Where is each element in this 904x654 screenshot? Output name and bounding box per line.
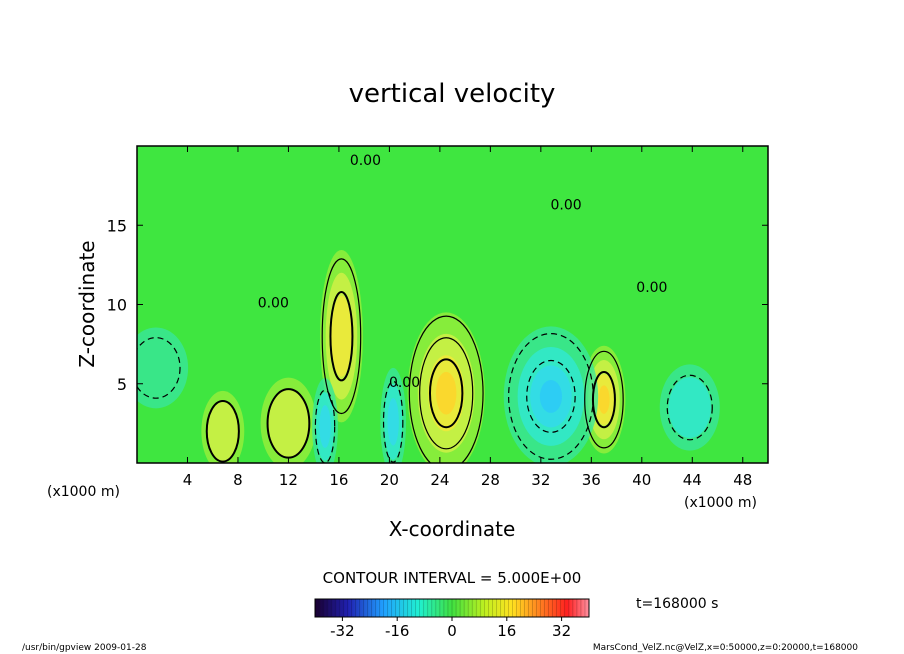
downdraft-contour (382, 380, 404, 463)
y-axis-label: Z-coordinate (75, 240, 99, 367)
downdraft-shade (539, 379, 563, 413)
y-axis-ticks: 5 10 15 (107, 216, 768, 394)
zero-contour-label: 0.00 (389, 375, 420, 391)
zero-contour-label: 0.00 (350, 153, 381, 169)
downdraft-contour (508, 333, 594, 460)
colorbar-gradient (315, 599, 589, 617)
colorbar-tick-label: 0 (447, 622, 457, 640)
downdraft-contour (526, 359, 576, 433)
colorbar-stripes (314, 599, 590, 617)
y-tick-label: 10 (107, 296, 127, 315)
downdraft-shade (137, 327, 189, 409)
updraft-contour (205, 400, 240, 463)
plot-area: 0.000.000.000.000.00 4 8 12 16 20 24 28 32 36 40 4… (107, 145, 769, 489)
contour-interval-text: CONTOUR INTERVAL = 5.000E+00 (323, 569, 582, 587)
zero-contour-label: 0.00 (258, 296, 289, 312)
updraft-shade (267, 389, 309, 458)
colorbar-tick-label: -16 (385, 622, 410, 640)
x-axis-ticks: 4 8 12 16 20 24 28 32 36 40 44 48 (183, 146, 752, 489)
y-tick-label: 15 (107, 216, 127, 235)
colorbar-ticks: -32 -16 0 16 32 (330, 617, 571, 640)
x-tick-label: 36 (582, 471, 601, 489)
zero-contour-label: 0.00 (636, 280, 667, 296)
downdraft-shade (319, 405, 331, 448)
colorbar-tick-label: 16 (497, 622, 516, 640)
x-tick-label: 4 (183, 471, 193, 489)
updraft-contour (584, 350, 624, 449)
zero-contour-label: 0.00 (550, 197, 581, 213)
x-tick-label: 12 (279, 471, 298, 489)
updraft-contour (428, 358, 464, 429)
zero-contour-labels: 0.00 0.00 0.00 0.00 0.00 (258, 153, 668, 391)
chart-title: vertical velocity (349, 79, 556, 109)
downdraft-shade (668, 377, 711, 438)
time-label: t=168000 s (636, 596, 718, 612)
x-tick-label: 16 (329, 471, 348, 489)
x-tick-label: 28 (481, 471, 500, 489)
y-tick-label: 5 (117, 375, 127, 394)
updraft-shade (207, 401, 239, 462)
x-axis-label: X-coordinate (389, 517, 516, 541)
downdraft-contour (314, 389, 336, 463)
updraft-contour (321, 258, 362, 415)
x-tick-label: 24 (430, 471, 449, 489)
x-unit-label-left: (x1000 m) (47, 484, 120, 500)
x-tick-label: 8 (233, 471, 243, 489)
x-tick-label: 48 (733, 471, 752, 489)
updraft-contour (408, 315, 484, 463)
updraft-shade (331, 295, 352, 377)
x-tick-label: 32 (531, 471, 550, 489)
colorbar: -32 -16 0 16 32 (314, 598, 590, 640)
x-unit-label-right: (x1000 m) (684, 495, 757, 511)
downdraft-contour (666, 374, 713, 441)
downdraft-contour (137, 337, 181, 399)
colorbar-tick-label: -32 (330, 622, 355, 640)
colorbar-tick-label: 32 (552, 622, 571, 640)
updraft-contour (419, 337, 474, 450)
program-info: /usr/bin/gpview 2009-01-28 (22, 643, 147, 653)
updraft-contour (329, 290, 354, 382)
downdraft-shade (387, 398, 399, 446)
x-tick-label: 44 (683, 471, 702, 489)
x-tick-label: 20 (380, 471, 399, 489)
updraft-shade (598, 385, 610, 414)
file-info: MarsCond_VelZ.nc@VelZ,x=0:50000,z=0:2000… (593, 643, 858, 653)
updraft-shade (435, 371, 457, 415)
x-tick-label: 40 (632, 471, 651, 489)
